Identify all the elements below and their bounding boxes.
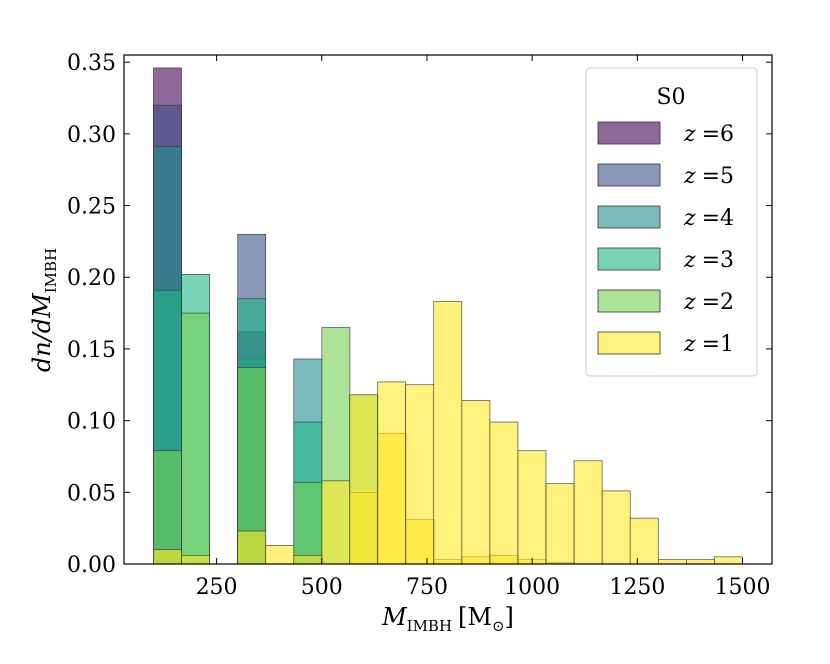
legend-label-var: z — [683, 122, 696, 147]
x-axis-label-main: M — [381, 603, 408, 631]
bar — [545, 483, 575, 565]
y-tick-label: 0.05 — [67, 481, 116, 506]
legend-label: z =5 — [683, 164, 734, 189]
legend-label-value: =6 — [702, 122, 734, 147]
x-tick-label: 500 — [301, 575, 343, 600]
legend-items: z =6z =5z =4z =3z =2z =1 — [597, 121, 734, 357]
x-tick-label: 750 — [406, 575, 448, 600]
legend-label-var: z — [683, 290, 696, 315]
bar — [293, 481, 323, 565]
x-axis-label: MIMBH [M⊙] — [381, 603, 514, 635]
legend-title: S0 — [656, 85, 685, 110]
bar — [433, 301, 463, 565]
legend-label-var: z — [683, 248, 696, 273]
legend-swatch — [597, 205, 661, 229]
legend-label-var: z — [683, 206, 696, 231]
bar — [237, 530, 267, 565]
bar — [293, 555, 323, 565]
legend-swatch — [597, 289, 661, 313]
x-tick-label: 1500 — [715, 575, 771, 600]
bar — [489, 421, 519, 565]
plot-frame — [123, 54, 773, 565]
bar — [181, 555, 210, 565]
legend-label-value: =1 — [702, 332, 734, 357]
bar — [181, 312, 210, 565]
legend-label-var: z — [683, 164, 696, 189]
legend-label: z =1 — [683, 332, 734, 357]
y-tick-label: 0.00 — [67, 553, 116, 578]
bar — [629, 517, 659, 565]
legend-swatch — [597, 121, 661, 145]
legend-label-var: z — [683, 332, 696, 357]
ticks-layer: 250 500 750 1000 1250 1500 0.00 0.05 0.10 0.15 0.2… — [67, 51, 772, 600]
legend-swatch — [597, 247, 661, 271]
legend-label-value: =4 — [702, 206, 734, 231]
x-axis-label-close: ] — [505, 603, 514, 631]
y-tick-label: 0.35 — [67, 51, 116, 76]
y-tick-label: 0.20 — [67, 266, 116, 291]
legend-label-value: =3 — [702, 248, 734, 273]
y-axis-label-main: dn/dM — [28, 292, 56, 372]
bar — [714, 556, 743, 565]
legend-label: z =3 — [683, 248, 734, 273]
legend: S0 z =6z =5z =4z =3z =2z =1 — [585, 67, 758, 377]
legend-label: z =6 — [683, 122, 734, 147]
y-axis-label-sub: IMBH — [42, 248, 60, 293]
bar — [601, 490, 631, 565]
legend-swatch — [597, 163, 661, 187]
bar — [686, 559, 715, 565]
bar — [153, 549, 182, 565]
y-tick-label: 0.15 — [67, 338, 116, 363]
bar — [657, 559, 687, 565]
y-tick-label: 0.30 — [67, 123, 116, 148]
x-axis-label-sub: IMBH — [407, 617, 452, 635]
bar — [265, 545, 295, 565]
legend-label: z =2 — [683, 290, 734, 315]
legend-label-value: =5 — [702, 164, 734, 189]
bar — [349, 394, 378, 565]
x-tick-label: 1250 — [609, 575, 665, 600]
bar — [461, 400, 491, 565]
x-tick-label: 1000 — [504, 575, 560, 600]
legend-label: z =4 — [683, 206, 734, 231]
bar — [573, 460, 603, 565]
bar — [377, 381, 406, 565]
x-axis-label-unit: [M — [458, 603, 492, 631]
y-tick-label: 0.10 — [67, 410, 116, 435]
bar — [321, 480, 351, 565]
bar — [153, 450, 182, 565]
x-tick-label: 250 — [196, 575, 238, 600]
series-6 — [349, 301, 743, 565]
y-axis-label: dn/dMIMBH — [28, 248, 60, 372]
bars-layer — [153, 67, 743, 565]
legend-label-value: =2 — [702, 290, 734, 315]
legend-swatch — [597, 331, 661, 355]
x-axis-label-unit-sub: ⊙ — [492, 617, 505, 635]
bar — [405, 384, 435, 565]
y-tick-label: 0.25 — [67, 195, 116, 220]
bar — [517, 450, 547, 565]
